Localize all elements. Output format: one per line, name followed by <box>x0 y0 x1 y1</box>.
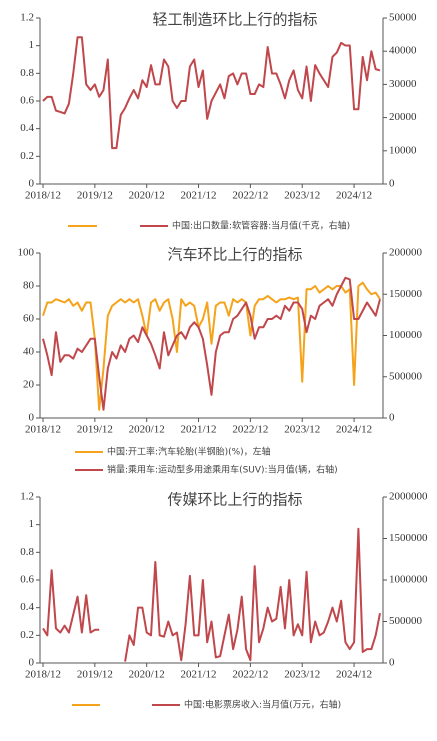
x-tick-label: 2018/12 <box>25 424 61 436</box>
series-line <box>42 276 381 411</box>
y2-tick-label: 10000 <box>389 144 417 156</box>
legend-label: 中国:电影票房收入:当月值(万元，右轴) <box>184 699 341 711</box>
series-line <box>42 36 381 150</box>
chart-title: 传媒环比上行的指标 <box>167 491 302 509</box>
y2-tick-label: 100000 <box>389 329 423 341</box>
legend-label: 中国:开工率:汽车轮胎(半钢胎)(%)，左轴 <box>107 446 271 458</box>
y-tick-label: 40 <box>23 346 35 358</box>
y-tick-label: 1.2 <box>20 491 34 503</box>
x-tick-label: 2020/12 <box>129 669 165 681</box>
x-tick-label: 2024/12 <box>336 669 372 681</box>
legend-label: 中国:出口数量:软管容器:当月值(千克，右轴) <box>172 220 350 232</box>
series-line <box>42 569 100 637</box>
y2-tick-label: 0 <box>389 178 395 190</box>
y-tick-label: 0 <box>29 178 35 190</box>
y2-tick-label: 500000 <box>389 615 423 627</box>
x-tick-label: 2018/12 <box>25 190 61 202</box>
y-tick-label: 0.4 <box>20 122 34 134</box>
x-tick-label: 2021/12 <box>181 190 217 202</box>
y-tick-label: 0.2 <box>20 150 34 162</box>
y2-tick-label: 500000 <box>389 370 423 382</box>
y-tick-label: 80 <box>23 280 35 292</box>
x-tick-label: 2021/12 <box>181 424 217 436</box>
x-tick-label: 2023/12 <box>284 190 320 202</box>
y2-tick-label: 20000 <box>389 111 417 123</box>
y2-tick-label: 0 <box>389 657 395 669</box>
x-tick-label: 2020/12 <box>129 190 165 202</box>
y-tick-label: 1 <box>29 39 35 51</box>
y2-tick-label: 200000 <box>389 247 423 259</box>
y-tick-label: 100 <box>18 247 35 259</box>
legend-label: 销量:乘用车:运动型多用途乘用车(SUV):当月值(辆，右轴) <box>107 464 338 476</box>
chart-title: 轻工制造环比上行的指标 <box>152 11 317 29</box>
x-tick-label: 2021/12 <box>181 669 217 681</box>
y2-tick-label: 1500000 <box>389 532 428 544</box>
y2-tick-label: 0 <box>389 412 395 424</box>
x-tick-label: 2019/12 <box>77 190 113 202</box>
x-tick-label: 2022/12 <box>232 424 268 436</box>
y-tick-label: 0.6 <box>20 574 34 586</box>
x-tick-label: 2022/12 <box>232 190 268 202</box>
y-tick-label: 0.6 <box>20 95 34 107</box>
series-line <box>124 527 381 662</box>
x-tick-label: 2018/12 <box>25 669 61 681</box>
x-tick-label: 2023/12 <box>284 424 320 436</box>
series-line <box>42 281 381 411</box>
x-tick-label: 2020/12 <box>129 424 165 436</box>
y-tick-label: 0.4 <box>20 601 34 613</box>
y2-tick-label: 40000 <box>389 45 417 57</box>
y2-tick-label: 30000 <box>389 78 417 90</box>
y-tick-label: 0.8 <box>20 546 34 558</box>
y-tick-label: 0.8 <box>20 67 34 79</box>
x-tick-label: 2024/12 <box>336 190 372 202</box>
y-tick-label: 1.2 <box>20 12 34 24</box>
y-tick-label: 0 <box>29 657 35 669</box>
y-tick-label: 1 <box>29 518 35 530</box>
x-tick-label: 2019/12 <box>77 669 113 681</box>
chart-title: 汽车环比上行的指标 <box>167 246 302 264</box>
y-tick-label: 0 <box>29 412 35 424</box>
y2-tick-label: 50000 <box>389 12 417 24</box>
y-tick-label: 0.2 <box>20 629 34 641</box>
x-tick-label: 2022/12 <box>232 669 268 681</box>
y2-tick-label: 2000000 <box>389 491 428 503</box>
y2-tick-label: 150000 <box>389 288 423 300</box>
y2-tick-label: 1000000 <box>389 574 428 586</box>
x-tick-label: 2019/12 <box>77 424 113 436</box>
y-tick-label: 60 <box>23 313 35 325</box>
x-tick-label: 2024/12 <box>336 424 372 436</box>
x-tick-label: 2023/12 <box>284 669 320 681</box>
y-tick-label: 20 <box>23 379 35 391</box>
